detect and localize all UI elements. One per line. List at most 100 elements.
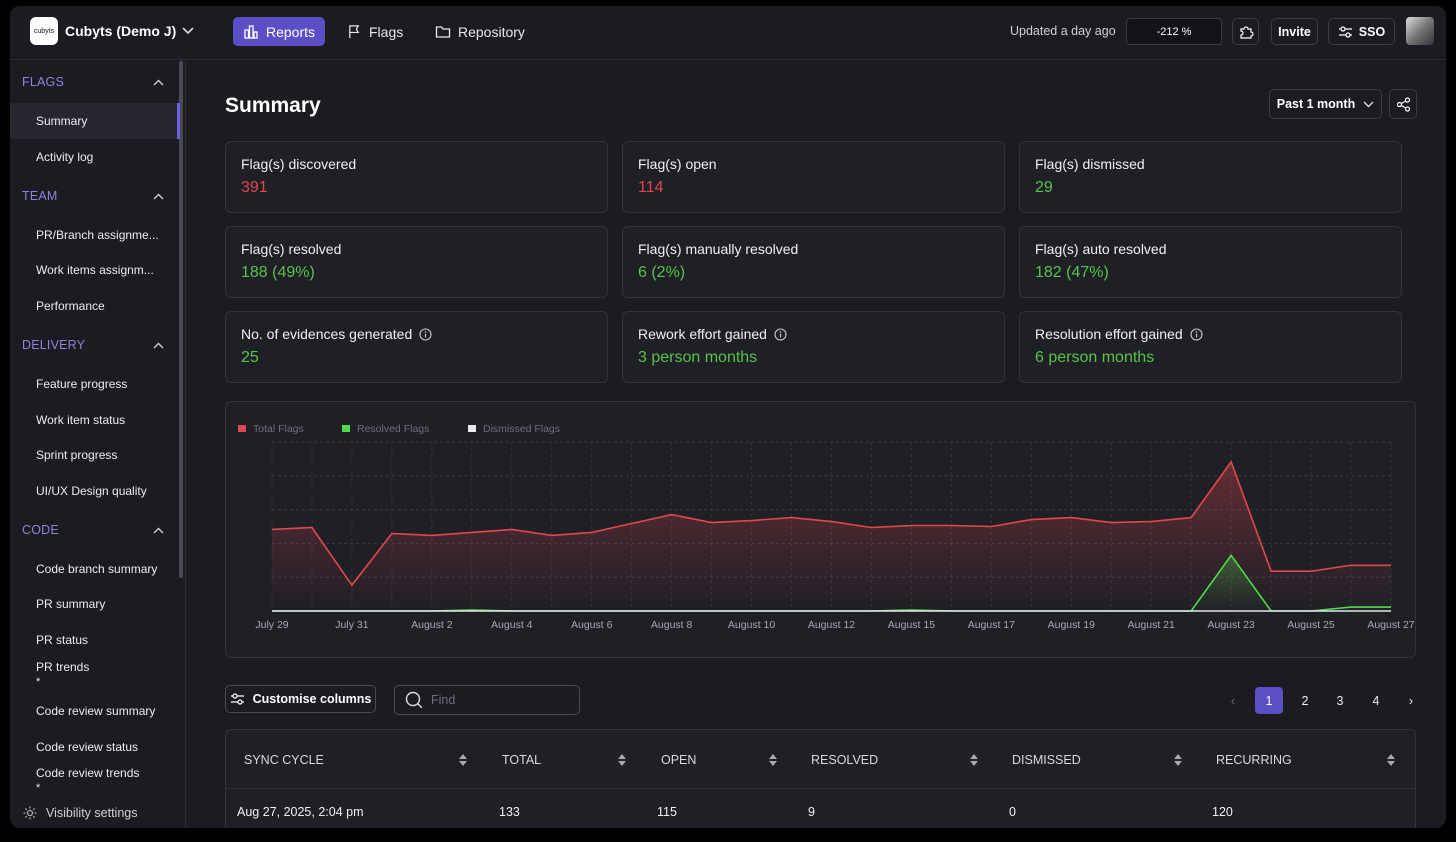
- metric-card: Flag(s) dismissed 29: [1019, 141, 1402, 213]
- nav-flags[interactable]: Flags: [337, 17, 413, 46]
- section-flags[interactable]: FLAGS: [22, 75, 164, 89]
- column-header-dismissed[interactable]: DISMISSED: [1012, 753, 1182, 767]
- cell-sync-cycle: Aug 27, 2025, 2:04 pm: [237, 805, 364, 819]
- metric-value: 114: [638, 179, 664, 196]
- x-tick-label: August 10: [728, 619, 775, 631]
- sidebar-item-pr-summary[interactable]: PR summary: [36, 597, 106, 611]
- gear-icon: [23, 806, 37, 820]
- metric-label: Flag(s) resolved: [241, 241, 592, 257]
- metric-card: Resolution effort gained 6 person months: [1019, 311, 1402, 383]
- metric-label-text: Flag(s) auto resolved: [1035, 241, 1167, 257]
- sidebar-item-work-items-assignment[interactable]: Work items assignm...: [36, 263, 154, 277]
- flag-icon: [349, 25, 360, 39]
- sidebar-item-pr-branch-assignment[interactable]: PR/Branch assignme...: [36, 228, 159, 242]
- metric-value: 3 person months: [638, 349, 758, 366]
- visibility-settings-label: Visibility settings: [46, 806, 138, 820]
- cell-open: 115: [657, 805, 677, 819]
- section-code-title: CODE: [22, 523, 59, 537]
- sidebar-item-feature-progress[interactable]: Feature progress: [36, 377, 128, 391]
- x-tick-label: July 29: [255, 619, 288, 631]
- prev-page-button[interactable]: ‹: [1230, 693, 1236, 708]
- share-button[interactable]: [1389, 89, 1417, 119]
- org-logo[interactable]: cubyts: [30, 17, 58, 45]
- customise-columns-button[interactable]: Customise columns: [225, 685, 376, 713]
- metric-label: Resolution effort gained: [1035, 326, 1386, 342]
- x-tick-label: August 12: [808, 619, 855, 631]
- percent-indicator[interactable]: -212 %: [1126, 18, 1222, 45]
- sidebar-item-summary[interactable]: Summary: [10, 103, 180, 139]
- nav-repository[interactable]: Repository: [425, 17, 535, 46]
- metric-label-text: Flag(s) dismissed: [1035, 156, 1145, 172]
- chevron-up-icon: [153, 193, 164, 199]
- sidebar-item-code-branch-summary[interactable]: Code branch summary: [36, 562, 158, 576]
- sidebar-item-activity-log[interactable]: Activity log: [36, 150, 94, 164]
- metric-label: Flag(s) auto resolved: [1035, 241, 1386, 257]
- sidebar-item-code-review-status[interactable]: Code review status: [36, 740, 139, 754]
- integrations-button[interactable]: [1232, 18, 1259, 45]
- page-2-button[interactable]: 2: [1301, 693, 1309, 708]
- updated-status: Updated a day ago: [1010, 24, 1116, 38]
- section-delivery[interactable]: DELIVERY: [22, 338, 164, 352]
- invite-button[interactable]: Invite: [1271, 18, 1318, 45]
- sidebar-item-code-review-trends[interactable]: Code review trends: [36, 766, 140, 780]
- search-input[interactable]: [431, 693, 571, 707]
- column-label: SYNC CYCLE: [244, 753, 324, 767]
- sidebar-item-code-review-summary[interactable]: Code review summary: [36, 704, 156, 718]
- sso-label: SSO: [1358, 24, 1386, 39]
- sidebar-item-pr-trends[interactable]: PR trends: [36, 660, 90, 674]
- find-field[interactable]: [394, 685, 580, 715]
- section-flags-title: FLAGS: [22, 75, 64, 89]
- org-switcher[interactable]: Cubyts (Demo J): [65, 23, 194, 39]
- trend-marker: *: [36, 782, 41, 794]
- sidebar-item-work-item-status[interactable]: Work item status: [36, 413, 126, 427]
- x-tick-label: August 15: [888, 619, 935, 631]
- x-tick-label: August 27: [1367, 619, 1414, 631]
- page-3-button[interactable]: 3: [1336, 693, 1344, 708]
- column-header-recurring[interactable]: RECURRING: [1216, 753, 1395, 767]
- sidebar-item-design-quality[interactable]: UI/UX Design quality: [36, 484, 147, 498]
- metric-value: 29: [1035, 179, 1053, 196]
- sidebar-item-performance[interactable]: Performance: [36, 299, 105, 313]
- legend-label: Total Flags: [253, 423, 304, 435]
- info-icon[interactable]: [1190, 327, 1203, 341]
- column-header-total[interactable]: TOTAL: [502, 753, 626, 767]
- cell-resolved: 9: [808, 805, 815, 819]
- period-select[interactable]: Past 1 month: [1269, 89, 1382, 119]
- sort-icon: [1387, 754, 1395, 766]
- flags-chart: July 29 July 31 August 2 August 4 August 6 Au…: [225, 401, 1416, 658]
- section-team[interactable]: TEAM: [22, 189, 164, 203]
- cell-total: 133: [499, 805, 520, 819]
- series-area: [272, 461, 1391, 611]
- info-icon[interactable]: [419, 327, 432, 341]
- column-label: RECURRING: [1216, 753, 1292, 767]
- page-4-button[interactable]: 4: [1372, 693, 1380, 708]
- column-header-open[interactable]: OPEN: [661, 753, 777, 767]
- avatar[interactable]: [1406, 17, 1434, 45]
- metric-label: Flag(s) dismissed: [1035, 156, 1386, 172]
- legend-label: Resolved Flags: [357, 423, 429, 435]
- folder-icon: [435, 26, 451, 38]
- next-page-button[interactable]: ›: [1408, 693, 1414, 708]
- metric-label-text: Flag(s) manually resolved: [638, 241, 799, 257]
- chevron-up-icon: [153, 342, 164, 348]
- column-header-sync-cycle[interactable]: SYNC CYCLE: [244, 753, 467, 767]
- metric-label: No. of evidences generated: [241, 326, 592, 342]
- metric-card: Rework effort gained 3 person months: [622, 311, 1005, 383]
- metric-label-text: Resolution effort gained: [1035, 326, 1183, 342]
- metric-value: 391: [241, 179, 268, 196]
- sidebar-item-pr-status[interactable]: PR status: [36, 633, 89, 647]
- metric-value: 182 (47%): [1035, 264, 1109, 281]
- sidebar-scrollbar[interactable]: [179, 61, 183, 578]
- metric-card: Flag(s) manually resolved 6 (2%): [622, 226, 1005, 298]
- sidebar-item-sprint-progress[interactable]: Sprint progress: [36, 448, 118, 462]
- info-icon[interactable]: [774, 327, 787, 341]
- section-code[interactable]: CODE: [22, 523, 164, 537]
- x-tick-label: August 25: [1287, 619, 1334, 631]
- column-header-resolved[interactable]: RESOLVED: [811, 753, 978, 767]
- sort-icon: [618, 754, 626, 766]
- nav-reports[interactable]: Reports: [233, 17, 326, 46]
- sort-icon: [769, 754, 777, 766]
- page-1-button[interactable]: 1: [1255, 687, 1283, 714]
- visibility-settings[interactable]: Visibility settings: [22, 805, 137, 821]
- sso-button[interactable]: SSO: [1328, 18, 1395, 45]
